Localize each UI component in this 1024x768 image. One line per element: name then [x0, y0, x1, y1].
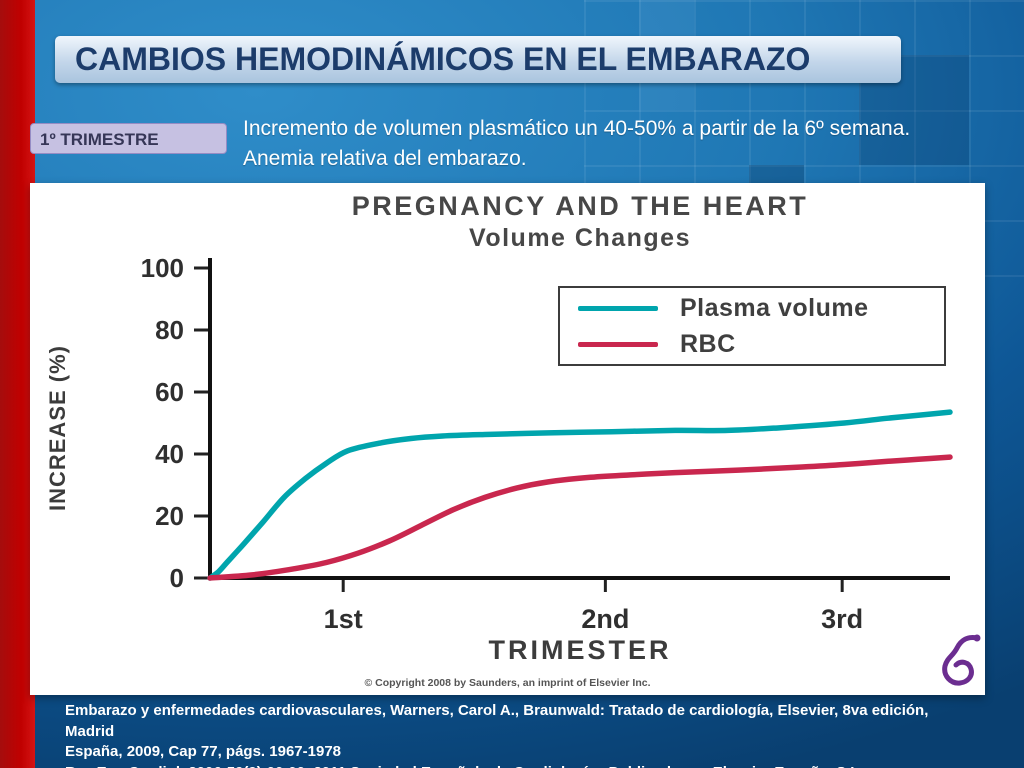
publisher-logo-icon — [942, 634, 981, 686]
svg-text:0: 0 — [170, 563, 184, 593]
slide-title: CAMBIOS HEMODINÁMICOS EN EL EMBARAZO — [75, 41, 811, 77]
citation-line-1: Embarazo y enfermedades cardiovasculares… — [65, 702, 929, 740]
body-text: Incremento de volumen plasmático un 40-5… — [243, 114, 1008, 174]
svg-text:100: 100 — [141, 253, 184, 283]
x-axis-label: TRIMESTER — [488, 635, 672, 665]
trimester-label: 1º TRIMESTRE — [40, 130, 159, 149]
legend-item-plasma: Plasma volume — [560, 292, 944, 324]
svg-text:1st: 1st — [324, 604, 363, 633]
svg-text:3rd: 3rd — [821, 604, 863, 633]
rbc-line-swatch — [578, 341, 658, 347]
citation-line-2: España, 2009, Cap 77, págs. 1967-1978 — [65, 743, 341, 761]
citation-line-3: Rev Esp Cardiol. 2006;59(9):00-00, 2011 … — [65, 763, 975, 768]
chart-title: PREGNANCY AND THE HEART — [351, 191, 809, 221]
slide-title-banner: CAMBIOS HEMODINÁMICOS EN EL EMBARAZO — [55, 36, 901, 83]
svg-text:80: 80 — [155, 315, 184, 345]
citation-block: Embarazo y enfermedades cardiovasculares… — [65, 701, 975, 768]
legend-item-rbc: RBC — [560, 328, 944, 360]
chart-panel: PREGNANCY AND THE HEART Volume Changes I… — [30, 183, 985, 695]
left-accent-bar — [0, 0, 35, 768]
y-axis-label: INCREASE (%) — [45, 345, 70, 512]
svg-text:20: 20 — [155, 501, 184, 531]
chart-subtitle: Volume Changes — [469, 224, 691, 252]
legend-label-plasma: Plasma volume — [680, 293, 869, 322]
trimester-label-box: 1º TRIMESTRE — [30, 123, 227, 154]
volume-chart: 0 20 40 60 80 100 1st 2nd 3rd — [141, 253, 953, 633]
svg-text:40: 40 — [155, 439, 184, 469]
plasma-line-swatch — [578, 305, 658, 311]
body-line-2: Anemia relativa del embarazo. — [243, 147, 527, 171]
svg-text:60: 60 — [155, 377, 184, 407]
chart-legend: Plasma volume RBC — [558, 286, 946, 366]
body-line-1: Incremento de volumen plasmático un 40-5… — [243, 117, 911, 140]
legend-label-rbc: RBC — [680, 329, 736, 358]
svg-text:2nd: 2nd — [581, 604, 629, 633]
chart-copyright: © Copyright 2008 by Saunders, an imprint… — [364, 677, 651, 689]
